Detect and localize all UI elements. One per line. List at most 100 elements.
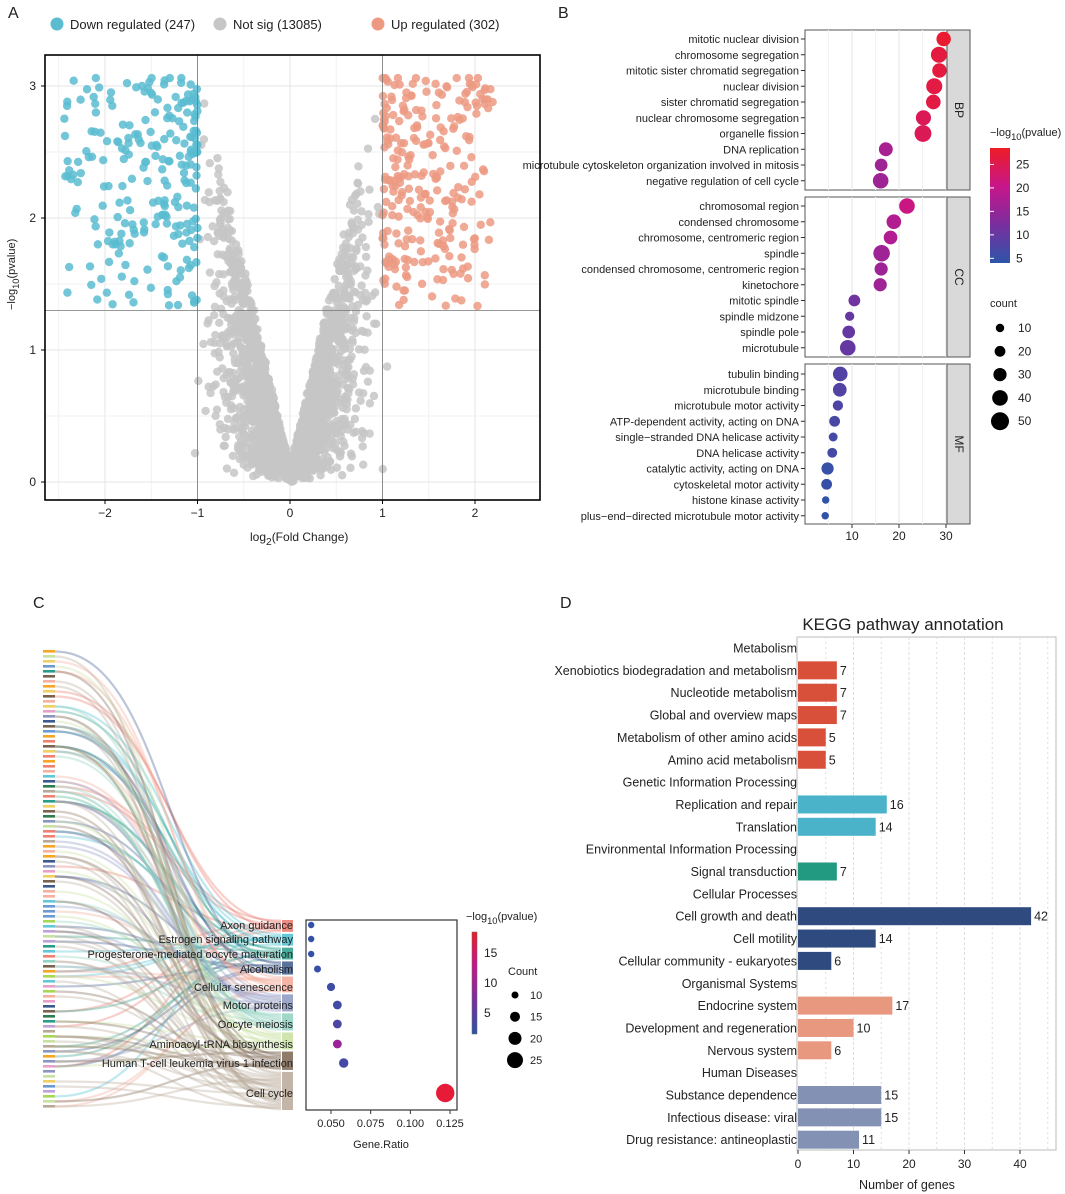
sankey-flow xyxy=(54,900,282,1063)
point-not-sig xyxy=(362,312,371,321)
point-not-sig xyxy=(321,363,330,372)
point-up-regulated xyxy=(408,79,417,89)
point-not-sig xyxy=(263,466,272,476)
point-not-sig xyxy=(215,339,225,348)
point-not-sig xyxy=(341,291,350,300)
sankey-pathway-node xyxy=(282,1071,293,1110)
point-down-regulated xyxy=(108,101,117,111)
point-down-regulated xyxy=(189,116,199,126)
point-up-regulated xyxy=(414,185,424,195)
point-up-regulated xyxy=(484,235,494,245)
sankey-gene-node xyxy=(43,1030,55,1033)
point-up-regulated xyxy=(416,236,425,245)
bar-value-label: 10 xyxy=(857,1021,871,1035)
point-not-sig xyxy=(310,455,320,464)
point-not-sig xyxy=(337,305,347,314)
legend-label: Down regulated (247) xyxy=(70,17,195,32)
point-up-regulated xyxy=(473,73,483,83)
color-legend-tick-label: 5 xyxy=(1016,251,1023,265)
bar-value-label: 16 xyxy=(890,798,904,812)
point-not-sig xyxy=(365,185,374,194)
x-tick-label: 20 xyxy=(892,529,906,543)
point-down-regulated xyxy=(91,108,101,117)
point-down-regulated xyxy=(104,257,114,267)
point-not-sig xyxy=(327,310,336,319)
pathway-label: Cellular senescence xyxy=(194,982,293,994)
point-not-sig xyxy=(240,422,250,431)
sankey-flow xyxy=(54,800,282,950)
point-not-sig xyxy=(206,337,216,347)
sankey-gene-node xyxy=(43,1070,55,1073)
point-down-regulated xyxy=(76,168,86,178)
sankey-flow xyxy=(54,695,282,924)
point-up-regulated xyxy=(468,82,477,92)
sankey-flow xyxy=(54,957,282,1048)
point-down-regulated xyxy=(182,219,192,229)
point-up-regulated xyxy=(404,184,414,193)
point-up-regulated xyxy=(425,196,434,205)
go-term-label: histone kinase activity xyxy=(692,495,799,507)
x-axis-label-rest: (Fold Change) xyxy=(272,530,349,544)
point-not-sig xyxy=(226,378,235,387)
point-down-regulated xyxy=(143,265,152,274)
x-axis-label-sub: 2 xyxy=(266,537,272,548)
size-legend-title: Count xyxy=(508,966,537,978)
sankey-flow xyxy=(54,924,282,1013)
sankey-flow xyxy=(54,800,282,985)
point-down-regulated xyxy=(164,156,173,166)
point-not-sig xyxy=(277,440,287,449)
sankey-flow xyxy=(54,930,282,1028)
point-not-sig xyxy=(315,339,324,348)
point-not-sig xyxy=(276,467,285,477)
point-up-regulated xyxy=(393,73,403,83)
go-term-dot xyxy=(915,110,931,126)
sankey-pathway-node xyxy=(282,1032,293,1050)
point-not-sig xyxy=(357,433,367,443)
size-legend-dot xyxy=(508,1031,522,1045)
sankey-gene-node xyxy=(43,950,55,953)
bar xyxy=(798,929,876,948)
point-down-regulated xyxy=(192,171,201,180)
sankey-pathway-node xyxy=(282,994,293,1012)
pathway-label: Global and overview maps xyxy=(650,709,797,723)
point-up-regulated xyxy=(393,155,402,164)
sankey-flow xyxy=(54,660,282,987)
point-up-regulated xyxy=(394,116,404,126)
size-legend-label: 15 xyxy=(530,1012,542,1024)
sankey-gene-node xyxy=(43,940,55,943)
sankey-flow xyxy=(54,930,282,1058)
point-up-regulated xyxy=(383,77,392,86)
point-down-regulated xyxy=(160,134,169,144)
y-tick-label: 1 xyxy=(29,343,36,357)
sankey-gene-node xyxy=(43,745,55,748)
point-not-sig xyxy=(290,451,299,460)
point-not-sig xyxy=(209,236,219,246)
x-axis-label: Gene.Ratio xyxy=(353,1139,409,1151)
point-not-sig xyxy=(213,367,222,376)
point-not-sig xyxy=(284,465,294,475)
size-legend-dot xyxy=(995,323,1005,333)
sankey-flow xyxy=(54,965,282,1027)
legend-swatch-up xyxy=(371,17,385,31)
pathway-label: Amino acid metabolism xyxy=(668,753,797,767)
point-not-sig xyxy=(247,460,257,469)
point-not-sig xyxy=(271,457,281,467)
sankey-flow xyxy=(54,750,282,1025)
sankey-flow xyxy=(54,1020,282,1059)
point-not-sig xyxy=(357,281,366,290)
go-term-label: spindle pole xyxy=(740,327,799,339)
point-not-sig xyxy=(242,370,251,380)
point-down-regulated xyxy=(166,129,175,138)
go-term-dot xyxy=(839,339,856,356)
point-up-regulated xyxy=(390,80,399,90)
sankey-flow xyxy=(54,890,282,1049)
point-not-sig xyxy=(229,385,239,394)
sankey-gene-node xyxy=(43,835,55,838)
point-not-sig xyxy=(200,99,209,108)
sankey-flow xyxy=(54,934,282,1098)
pathway-label: Cell cycle xyxy=(246,1088,293,1100)
facet-strip-label: BP xyxy=(952,102,966,118)
sankey-gene-node xyxy=(43,1075,55,1078)
point-not-sig xyxy=(229,468,239,477)
sankey-flow xyxy=(54,875,282,974)
